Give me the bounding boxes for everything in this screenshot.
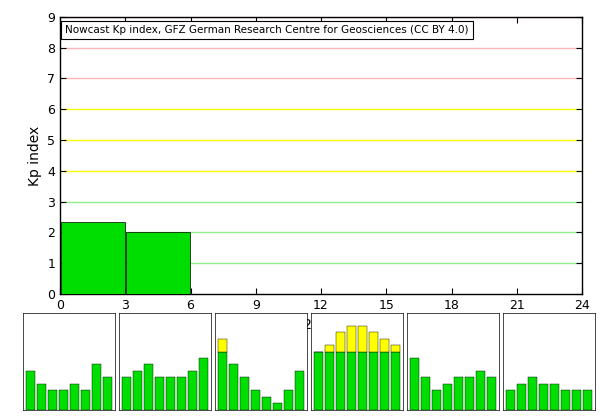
Bar: [70, 384, 79, 410]
Bar: [240, 377, 249, 410]
Bar: [284, 390, 293, 410]
Bar: [487, 377, 496, 410]
Bar: [476, 371, 485, 410]
Bar: [273, 403, 282, 410]
Text: Nowcast Kp index, GFZ German Research Centre for Geosciences (CC BY 4.0): Nowcast Kp index, GFZ German Research Ce…: [65, 25, 469, 35]
Bar: [166, 377, 175, 410]
Bar: [358, 352, 367, 410]
Bar: [177, 377, 186, 410]
Bar: [314, 352, 323, 410]
Bar: [410, 358, 419, 410]
Bar: [561, 390, 570, 410]
Bar: [369, 332, 378, 352]
Bar: [380, 339, 389, 352]
Bar: [369, 352, 378, 410]
Bar: [421, 377, 430, 410]
Bar: [391, 345, 400, 352]
Bar: [380, 352, 389, 410]
Bar: [218, 352, 227, 410]
Bar: [251, 390, 260, 410]
Bar: [26, 371, 35, 410]
Bar: [122, 377, 131, 410]
Bar: [199, 358, 208, 410]
Bar: [454, 377, 463, 410]
Y-axis label: Kp index: Kp index: [28, 125, 41, 186]
Bar: [229, 365, 238, 410]
Bar: [325, 345, 334, 352]
Bar: [61, 222, 125, 294]
Bar: [325, 352, 334, 410]
Bar: [59, 390, 68, 410]
Bar: [262, 396, 271, 410]
Bar: [539, 384, 548, 410]
Bar: [48, 390, 57, 410]
Bar: [347, 352, 356, 410]
Bar: [92, 365, 101, 410]
Bar: [550, 384, 559, 410]
Bar: [155, 377, 164, 410]
Bar: [465, 377, 474, 410]
Bar: [528, 377, 537, 410]
Bar: [188, 371, 197, 410]
Bar: [81, 390, 90, 410]
Bar: [126, 232, 190, 294]
Bar: [336, 332, 345, 352]
Bar: [295, 371, 304, 410]
Bar: [347, 326, 356, 352]
X-axis label: 2025-04-24 (Hour UTC): 2025-04-24 (Hour UTC): [241, 318, 401, 331]
Bar: [391, 352, 400, 410]
Bar: [133, 371, 142, 410]
Bar: [443, 384, 452, 410]
Bar: [37, 384, 46, 410]
Bar: [103, 377, 112, 410]
Bar: [336, 352, 345, 410]
Bar: [517, 384, 526, 410]
Bar: [358, 326, 367, 352]
Bar: [583, 390, 592, 410]
Bar: [218, 339, 227, 352]
Bar: [506, 390, 515, 410]
Bar: [572, 390, 581, 410]
Bar: [144, 365, 153, 410]
Bar: [432, 390, 441, 410]
